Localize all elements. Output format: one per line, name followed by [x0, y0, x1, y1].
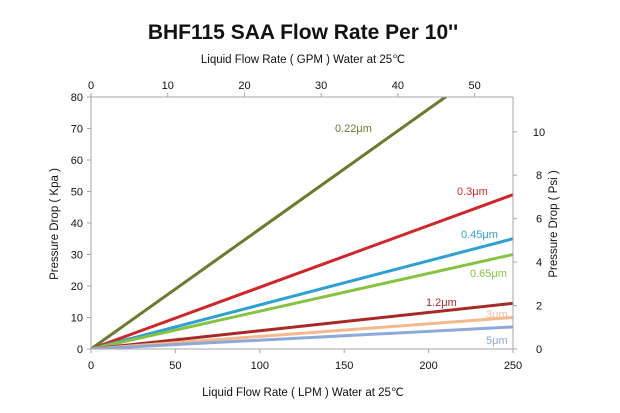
y-right-tick-label: 0: [536, 344, 542, 356]
y-left-tick-label: 80: [71, 92, 83, 104]
y-left-tick-label: 0: [77, 344, 83, 356]
y-left-tick-label: 50: [71, 187, 83, 199]
series-line-6: [91, 325, 513, 349]
series-label-3: 0.65μm: [470, 268, 507, 280]
series-label-4: 1.2μm: [426, 297, 457, 309]
series-label-1: 0.3μm: [457, 186, 488, 198]
x-top-tick-label: 30: [315, 80, 327, 92]
y-right-tick-label: 2: [536, 301, 542, 313]
series-labels: 0.22μm 0.3μm 0.45μm 0.65μm 1.2μm 3μm 5μm: [335, 123, 508, 347]
y-left-tick-label: 10: [71, 313, 83, 325]
y-left-tick-label: 60: [71, 155, 83, 167]
x-bottom-tick-label: 0: [88, 360, 94, 372]
y-right-tick-label: 10: [533, 127, 545, 139]
series-line-2: [91, 237, 513, 349]
y-right-tick-label: 6: [536, 214, 542, 226]
x-bottom-tick-label: 100: [251, 360, 269, 372]
series-label-0: 0.22μm: [335, 123, 372, 135]
chart-title: BHF115 SAA Flow Rate Per 10'': [148, 21, 458, 44]
series-label-5: 3μm: [486, 309, 508, 321]
x-top-tick-label: 40: [392, 80, 404, 92]
axes-layer: [90, 96, 514, 350]
x-top-tick-label: 10: [162, 80, 174, 92]
series-line-5: [91, 316, 513, 349]
y-left-tick-label: 40: [71, 218, 83, 230]
y-left-tick-label: 20: [71, 281, 83, 293]
series-line-3: [91, 253, 513, 349]
x-bottom-tick-label: 50: [169, 360, 181, 372]
series-layer: [91, 97, 513, 349]
y-left-tick-label: 30: [71, 250, 83, 262]
x-bottom-axis-title: Liquid Flow Rate ( LPM ) Water at 25℃: [202, 387, 404, 399]
series-line-4: [91, 301, 513, 349]
y-right-tick-label: 8: [536, 170, 542, 182]
series-label-2: 0.45μm: [461, 229, 498, 241]
series-line-1: [91, 193, 513, 349]
x-top-axis-title: Liquid Flow Rate ( GPM ) Water at 25℃: [201, 54, 405, 66]
x-bottom-tick-label: 150: [335, 360, 353, 372]
y-right-tick-label: 4: [536, 257, 542, 269]
series-line-0: [91, 97, 447, 349]
x-bottom-tick-label: 250: [504, 360, 522, 372]
y-left-axis-title: Pressure Drop ( Kpa ): [49, 168, 61, 280]
x-top-tick-label: 0: [88, 80, 94, 92]
y-right-axis-title: Pressure Drop ( Psi ): [548, 170, 560, 278]
series-label-6: 5μm: [486, 335, 508, 347]
x-top-tick-label: 50: [469, 80, 481, 92]
x-top-tick-label: 20: [238, 80, 250, 92]
x-bottom-tick-label: 200: [419, 360, 437, 372]
y-left-tick-label: 70: [71, 124, 83, 136]
